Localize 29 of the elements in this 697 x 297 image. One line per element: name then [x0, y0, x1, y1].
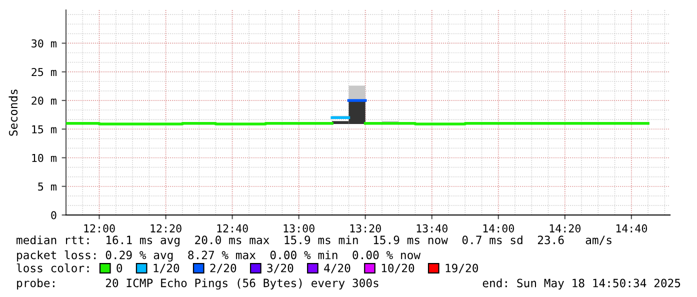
y-axis-title: Seconds: [8, 90, 18, 136]
x-tick-label: 12:40: [217, 224, 248, 232]
y-tick-label: 25 m: [32, 68, 56, 76]
y-tick-label: 5 m: [38, 182, 56, 191]
y-tick-label: 15 m: [32, 125, 56, 134]
x-tick-label: 14:00: [483, 224, 514, 232]
y-tick-label: 0: [51, 211, 56, 220]
legend-label: 3/20: [267, 264, 294, 274]
text: packet loss: 0.29 % avg 8.27 % max 0.00 % min 0.00 % now: [17, 250, 421, 262]
legend-label: 0: [116, 264, 122, 272]
text: end: Sun May 18 14:50:34 2025: [482, 278, 680, 290]
legend-label: 4/20: [324, 264, 350, 274]
y-tick-label: 20 m: [32, 96, 56, 105]
x-tick-label: 13:40: [416, 224, 448, 232]
x-tick-label: 13:20: [350, 224, 381, 232]
legend-label: 2/20: [210, 264, 236, 274]
x-tick-label: 13:00: [284, 224, 314, 232]
text: median rtt: 16.1 ms avg 20.0 ms max 15.9 ms min 15.9 ms now 0.7 ms sd 23.6 am/s: [16, 235, 612, 247]
x-tick-label: 12:20: [150, 224, 182, 232]
x-tick-label: 14:20: [550, 224, 580, 232]
legend-label: 19/20: [446, 264, 478, 274]
y-tick-label: 10 m: [32, 154, 56, 162]
x-tick-label: 14:40: [616, 224, 648, 232]
legend-title: loss color:: [16, 263, 89, 272]
legend-label: 10/20: [382, 264, 414, 274]
text: probe: 20 ICMP Echo Pings (56 Bytes) every 300s: [17, 278, 378, 290]
x-tick-label: 12:00: [84, 224, 115, 232]
y-tick-label: 30 m: [32, 39, 56, 48]
legend-label: 1/20: [154, 264, 180, 274]
